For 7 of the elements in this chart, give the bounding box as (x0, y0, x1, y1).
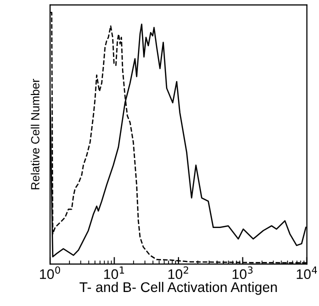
x-tick-label: 10$^{3}$ (232, 266, 253, 280)
x-axis-title: T- and B- Cell Activation Antigen (80, 282, 277, 295)
x-tick-label: 10$^{4}$ (296, 266, 317, 280)
y-axis-title: Relative Cell Number (30, 78, 40, 190)
x-tick-label: 10$^{0}$ (40, 266, 60, 280)
x-tick-label: 10$^{2}$ (168, 266, 188, 280)
x-tick-label: 10$^{1}$ (104, 266, 124, 280)
